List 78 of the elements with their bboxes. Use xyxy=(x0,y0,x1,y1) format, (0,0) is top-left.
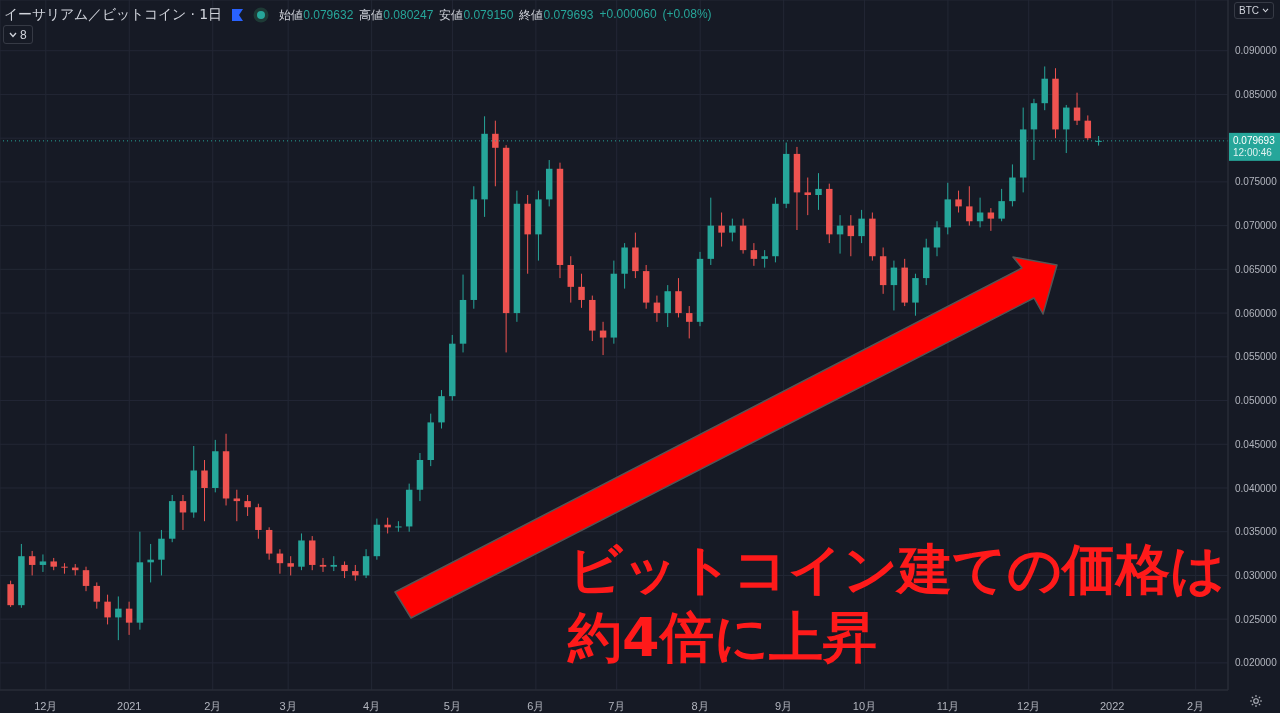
candlestick xyxy=(718,212,725,248)
candlestick xyxy=(319,557,327,573)
candlestick xyxy=(599,321,607,356)
candlestick xyxy=(987,207,995,232)
candlestick xyxy=(632,232,639,279)
candlestick xyxy=(255,503,262,540)
y-tick-label: 0.090000 xyxy=(1235,45,1278,57)
candlestick xyxy=(858,209,865,244)
candlestick xyxy=(1009,163,1016,207)
candlestick xyxy=(233,489,241,522)
text: 始値0.079632 高値0.080247 安値0.079150 終値0.079693 +0.000060 (+0.08%) xyxy=(279,6,712,22)
candlestick xyxy=(664,284,671,328)
text: イーサリアム／ビットコイン · 1日 xyxy=(4,6,223,24)
candlestick xyxy=(82,566,90,592)
candlestick xyxy=(287,555,294,576)
candlestick xyxy=(7,580,14,608)
candlestick xyxy=(567,255,574,304)
y-axis-title: BTC xyxy=(1239,5,1259,16)
x-tick-label: 12月 xyxy=(1017,699,1041,712)
y-tick-label: 0.030000 xyxy=(1235,569,1278,581)
candlestick xyxy=(578,273,585,309)
x-tick-label: 7月 xyxy=(608,699,626,712)
candlestick xyxy=(115,595,122,641)
candlestick xyxy=(675,277,682,318)
candlestick xyxy=(93,581,101,610)
candlestick xyxy=(104,594,111,625)
candlestick xyxy=(395,520,402,533)
x-tick-label: 2021 xyxy=(117,699,142,712)
annotation: 8 xyxy=(20,27,27,42)
candlestick xyxy=(244,494,251,517)
candlestick xyxy=(729,218,736,242)
y-tick-label: 0.075000 xyxy=(1235,176,1278,188)
y-tick-label: 0.055000 xyxy=(1235,351,1278,363)
x-tick-label: 6月 xyxy=(527,699,545,712)
candlestick xyxy=(1073,92,1081,126)
x-tick-label: 3月 xyxy=(279,699,297,712)
y-tick-label: 0.085000 xyxy=(1235,89,1278,100)
annotation: ビットコイン建ての価格は約4倍に上昇 xyxy=(568,537,1226,671)
candlestick xyxy=(362,548,370,579)
y-tick-label: 0.040000 xyxy=(1235,482,1278,494)
y-tick-label: 0.065000 xyxy=(1235,263,1278,275)
candlestick xyxy=(686,305,693,339)
candlestick xyxy=(890,260,898,311)
candlestick xyxy=(955,190,962,214)
y-tick-label: 0.050000 xyxy=(1235,395,1278,407)
x-tick-label: 11月 xyxy=(936,699,960,712)
y-tick-label: 0.045000 xyxy=(1235,438,1278,450)
candlestick xyxy=(39,553,47,573)
x-tick-label: 8月 xyxy=(691,699,709,712)
x-tick-label: 9月 xyxy=(775,699,793,712)
candlestick xyxy=(265,526,273,561)
x-tick-label: 12月 xyxy=(34,699,58,712)
candlestick xyxy=(815,172,822,211)
candlestick xyxy=(492,120,499,187)
candlestick xyxy=(966,185,973,227)
candlestick xyxy=(201,459,208,522)
candlestick xyxy=(179,494,187,531)
x-tick-label: 2022 xyxy=(1099,699,1125,712)
candlestick xyxy=(933,220,941,257)
candlestick xyxy=(804,177,811,216)
x-tick-label: 2月 xyxy=(1187,699,1205,712)
candlestick xyxy=(158,529,165,576)
x-tick-label: 2月 xyxy=(204,699,222,712)
x-tick-label: 10月 xyxy=(852,699,877,712)
y-tick-label: 0.070000 xyxy=(1235,220,1278,232)
y-tick-label: 0.025000 xyxy=(1235,613,1278,625)
candlestick xyxy=(28,550,36,576)
candlestick xyxy=(61,562,68,575)
y-tick-label: 0.060000 xyxy=(1235,307,1278,319)
candlestick xyxy=(998,188,1005,222)
candlestick xyxy=(125,601,133,636)
candlestick xyxy=(1084,114,1092,141)
ref-line-label: 0.079693 12:00:46 xyxy=(1233,134,1276,158)
candlestick xyxy=(750,242,758,267)
y-tick-label: 0.035000 xyxy=(1235,526,1278,538)
x-tick-label: 4月 xyxy=(363,699,381,712)
y-tick-label: 0.020000 xyxy=(1235,657,1278,669)
x-tick-label: 5月 xyxy=(443,699,461,712)
